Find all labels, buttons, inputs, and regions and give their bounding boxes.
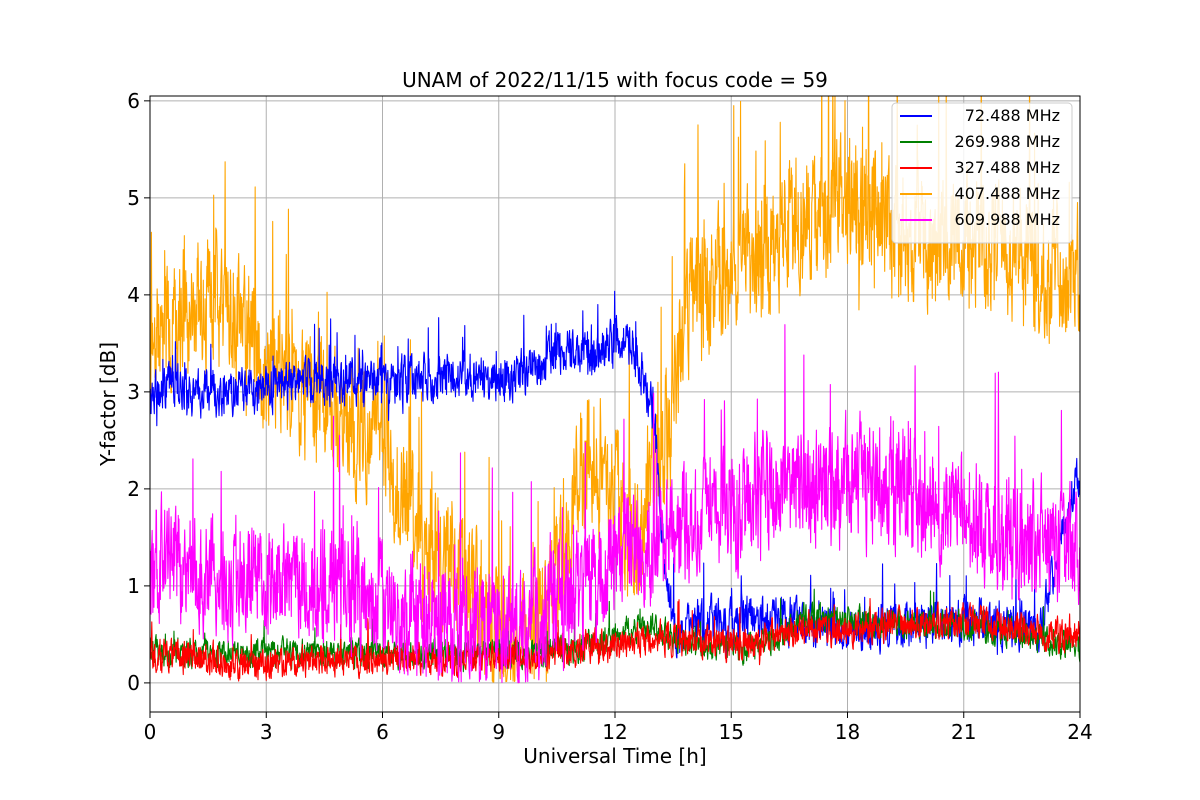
legend-label: 269.988 MHz bbox=[955, 132, 1060, 151]
x-tick-label: 24 bbox=[1067, 720, 1092, 744]
x-tick-label: 0 bbox=[144, 720, 157, 744]
legend-box bbox=[891, 102, 1073, 244]
series-layer bbox=[150, 96, 1080, 684]
legend-label: 327.488 MHz bbox=[955, 158, 1060, 177]
legend-label: 407.488 MHz bbox=[955, 184, 1060, 203]
x-tick-label: 21 bbox=[951, 720, 976, 744]
series-line-5 bbox=[150, 324, 1080, 684]
x-tick-label: 15 bbox=[719, 720, 744, 744]
legend: 72.488 MHz 269.988 MHz 327.488 MHz 407.488 … bbox=[891, 102, 1073, 244]
legend-label: 72.488 MHz bbox=[965, 106, 1060, 125]
x-tick-label: 18 bbox=[835, 720, 860, 744]
x-axis-label: Universal Time [h] bbox=[523, 744, 706, 768]
y-tick-label: 3 bbox=[127, 380, 140, 404]
y-axis: 0 1 2 3 4 5 6 bbox=[127, 89, 150, 695]
chart-title: UNAM of 2022/11/15 with focus code = 59 bbox=[402, 68, 828, 92]
y-tick-label: 6 bbox=[127, 89, 140, 113]
y-axis-label: Y-factor [dB] bbox=[96, 342, 120, 467]
y-tick-label: 0 bbox=[127, 671, 140, 695]
series-line-3 bbox=[150, 597, 1080, 682]
x-tick-label: 12 bbox=[602, 720, 627, 744]
y-tick-label: 1 bbox=[127, 574, 140, 598]
x-tick-label: 6 bbox=[376, 720, 389, 744]
legend-label: 609.988 MHz bbox=[955, 210, 1060, 229]
y-tick-label: 5 bbox=[127, 186, 140, 210]
x-axis: 0 3 6 9 12 15 18 21 24 bbox=[144, 712, 1093, 744]
y-tick-label: 4 bbox=[127, 283, 140, 307]
x-tick-label: 3 bbox=[260, 720, 273, 744]
y-tick-label: 2 bbox=[127, 477, 140, 501]
x-tick-label: 9 bbox=[492, 720, 505, 744]
